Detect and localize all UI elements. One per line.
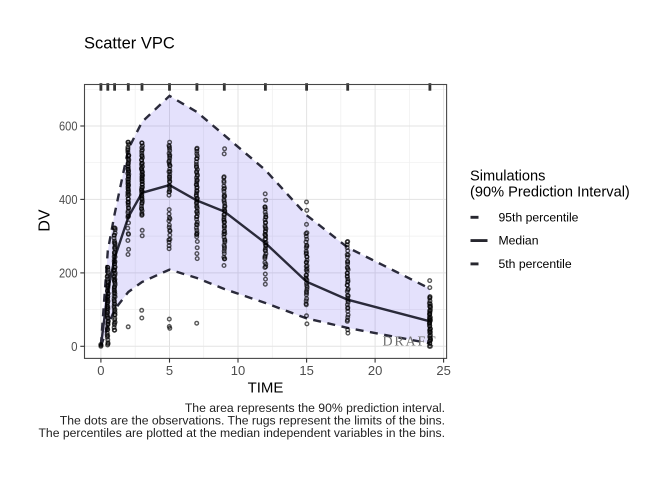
svg-text:5: 5 bbox=[166, 363, 173, 378]
svg-text:400: 400 bbox=[59, 192, 78, 207]
svg-text:15: 15 bbox=[299, 363, 313, 378]
svg-text:10: 10 bbox=[231, 363, 245, 378]
svg-text:95th percentile: 95th percentile bbox=[499, 210, 579, 224]
svg-text:DRAFT: DRAFT bbox=[383, 334, 438, 349]
svg-text:Scatter VPC: Scatter VPC bbox=[84, 35, 175, 53]
svg-text:600: 600 bbox=[59, 119, 78, 134]
svg-text:(90% Prediction Interval): (90% Prediction Interval) bbox=[470, 185, 630, 201]
svg-text:0: 0 bbox=[97, 363, 104, 378]
svg-text:DV: DV bbox=[37, 209, 54, 232]
svg-text:5th percentile: 5th percentile bbox=[499, 257, 572, 271]
svg-text:20: 20 bbox=[368, 363, 382, 378]
svg-text:25: 25 bbox=[436, 363, 450, 378]
svg-text:200: 200 bbox=[59, 266, 78, 281]
svg-text:TIME: TIME bbox=[248, 380, 284, 397]
svg-text:The dots are the observations.: The dots are the observations. The rugs … bbox=[60, 413, 445, 427]
svg-text:Median: Median bbox=[499, 234, 539, 248]
svg-text:The percentiles are plotted at: The percentiles are plotted at the media… bbox=[38, 426, 445, 440]
svg-text:Simulations: Simulations bbox=[470, 169, 545, 185]
svg-text:0: 0 bbox=[71, 339, 77, 354]
svg-text:The area represents the 90% pr: The area represents the 90% prediction i… bbox=[185, 401, 445, 415]
